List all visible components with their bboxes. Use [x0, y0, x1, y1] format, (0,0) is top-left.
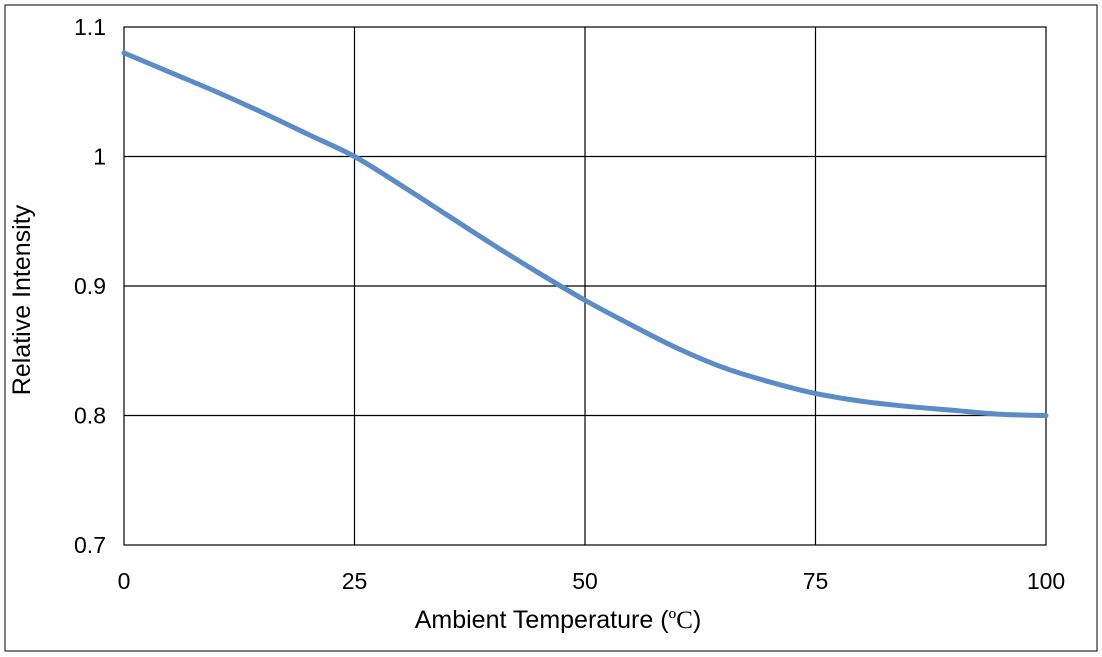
x-tick-labels: 0 25 50 75 100 [118, 568, 1066, 594]
series-line [121, 50, 1049, 418]
y-axis-title: Relative Intensity [8, 204, 36, 395]
y-tick-label: 1.1 [74, 14, 106, 40]
x-tick-label: 25 [342, 568, 368, 594]
y-tick-label: 1 [93, 144, 106, 170]
chart-border [4, 4, 1098, 652]
y-tick-labels: 0.7 0.8 0.9 1 1.1 [74, 14, 106, 558]
y-tick-label: 0.9 [74, 273, 106, 299]
y-tick-label: 0.8 [74, 403, 106, 429]
x-axis-title-close: ) [693, 606, 701, 634]
y-tick-label: 0.7 [74, 532, 106, 558]
x-tick-label: 50 [572, 568, 598, 594]
x-tick-label: 75 [803, 568, 829, 594]
grid-lines [124, 27, 1046, 545]
x-axis-title-text: Ambient Temperature ( [415, 606, 669, 634]
x-axis-title-unit: ºC [669, 607, 693, 634]
x-tick-label: 100 [1027, 568, 1065, 594]
x-axis-title: Ambient Temperature (ºC) [415, 606, 702, 634]
series-layer [121, 50, 1049, 418]
x-tick-label: 0 [118, 568, 131, 594]
